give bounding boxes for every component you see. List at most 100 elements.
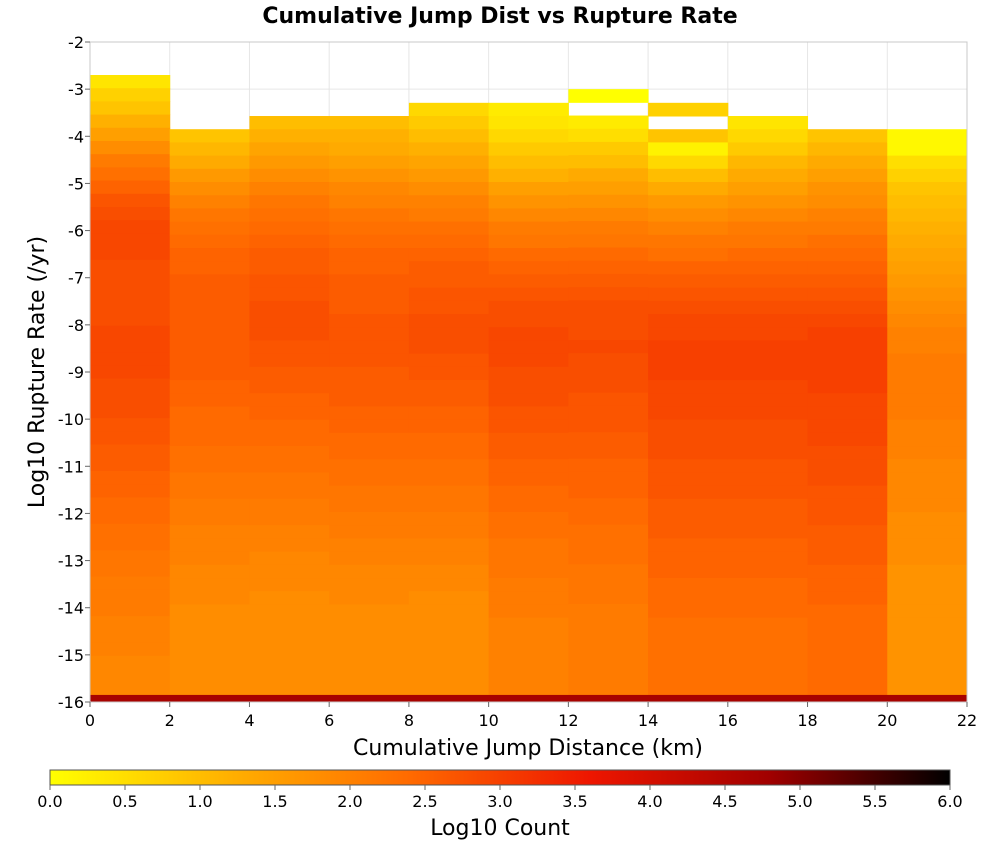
heatmap-cell-c8-r6 — [727, 195, 809, 209]
heatmap-cell-c2-r38 — [249, 617, 330, 696]
heatmap-cell-c5-r37 — [488, 591, 569, 605]
heatmap-cell-c8-r12 — [727, 274, 809, 289]
heatmap-cell-c10-r23 — [887, 432, 968, 447]
heatmap-cell-c1-r17 — [169, 353, 250, 368]
heatmap-cell-c2-r7 — [249, 208, 330, 223]
heatmap-cell-c0-r14 — [90, 259, 171, 274]
heatmap-cell-c10-r24 — [887, 446, 968, 460]
heatmap-cell-c7-r27 — [648, 459, 729, 473]
heatmap-cell-c2-r35 — [249, 578, 330, 592]
colorbar-tick-label-5: 2.5 — [412, 792, 437, 811]
heatmap-cell-c5-r31 — [488, 512, 569, 526]
y-tick-label-0: -2 — [68, 33, 84, 52]
heatmap-cell-c10-r31 — [887, 538, 968, 553]
heatmap-cell-c5-r20 — [488, 366, 569, 381]
heatmap-cell-c2-r36 — [249, 591, 330, 605]
heatmap-cell-c10-r5 — [887, 195, 968, 209]
heatmap-cell-c3-r35 — [329, 578, 410, 592]
heatmap-cell-c8-r25 — [727, 446, 809, 460]
heatmap-cell-c4-r4 — [408, 155, 490, 170]
heatmap-cell-c8-r37 — [727, 604, 809, 619]
heatmap-cell-c10-r26 — [887, 472, 968, 487]
heatmap-cell-c8-r0 — [727, 116, 809, 130]
heatmap-cell-c3-r29 — [329, 498, 410, 513]
heatmap-cell-c4-r7 — [408, 195, 490, 209]
heatmap-cell-c0-r12 — [90, 233, 171, 248]
heatmap-cell-c9-r10 — [807, 261, 888, 275]
heatmap-cell-c0-r10 — [90, 207, 171, 221]
heatmap-cell-c3-r17 — [329, 340, 410, 355]
heatmap-cell-c9-r28 — [807, 498, 888, 513]
heatmap-cell-c2-r12 — [249, 274, 330, 289]
heatmap-cell-c5-r32 — [488, 525, 569, 539]
heatmap-cell-c1-r23 — [169, 432, 250, 447]
heatmap-cell-c4-r0 — [408, 102, 490, 117]
heatmap-cell-c7-r8 — [648, 208, 729, 223]
heatmap-cell-c4-r30 — [408, 498, 490, 513]
heatmap-cell-c10-r20 — [887, 393, 968, 407]
heatmap-cell-c8-r5 — [727, 182, 809, 196]
heatmap-cell-c10-r6 — [887, 208, 968, 223]
heatmap-cell-c5-r10 — [488, 234, 569, 249]
colorbar-tick-label-4: 2.0 — [337, 792, 362, 811]
heatmap-cell-c6-r19 — [568, 339, 649, 354]
heatmap-cell-c2-r18 — [249, 353, 330, 368]
colorbar-tick-label-11: 5.5 — [862, 792, 887, 811]
heatmap-cell-c4-r26 — [408, 446, 490, 460]
heatmap-cell-c7-r17 — [648, 327, 729, 341]
heatmap-cell-c0-r3 — [90, 114, 171, 129]
heatmap-cell-c4-r2 — [408, 129, 490, 143]
heatmap-cell-c0-r15 — [90, 273, 171, 287]
heatmap-cell-c10-r8 — [887, 234, 968, 249]
heatmap-cell-c7-r7 — [648, 195, 729, 209]
heatmap-cell-c2-r30 — [249, 512, 330, 526]
heatmap-cell-c0-r35 — [90, 537, 171, 551]
heatmap-cell-c5-r7 — [488, 195, 569, 209]
heatmap-cell-c4-r12 — [408, 261, 490, 275]
heatmap-cell-c7-r9 — [648, 221, 729, 236]
y-tick-label-14: -16 — [58, 693, 84, 712]
heatmap-cell-c0-r29 — [90, 457, 171, 472]
heatmap-cell-c3-r5 — [329, 182, 410, 196]
heatmap-cell-c8-r28 — [727, 485, 809, 500]
heatmap-cell-c4-r27 — [408, 459, 490, 473]
heatmap-cell-c0-r13 — [90, 246, 171, 261]
heatmap-cell-c10-r25 — [887, 459, 968, 473]
heatmap-cell-c6-r23 — [568, 392, 649, 407]
heatmap-cell-c8-r4 — [727, 168, 809, 183]
heatmap-cell-c8-r20 — [727, 380, 809, 394]
heatmap-cell-c3-r23 — [329, 419, 410, 434]
heatmap-cell-c6-r31 — [568, 498, 649, 513]
heatmap-cell-c0-r18 — [90, 312, 171, 327]
heatmap-cell-c10-r29 — [887, 512, 968, 526]
heatmap-cell-c3-r0 — [329, 116, 410, 130]
heatmap-cell-c10-r19 — [887, 380, 968, 394]
heatmap-cell-c9-r27 — [807, 485, 888, 500]
heatmap-cell-c7-r21 — [648, 380, 729, 394]
heatmap-cell-c4-r1 — [408, 116, 490, 130]
heatmap-cell-c5-r26 — [488, 446, 569, 460]
heatmap-cell-c7-r15 — [648, 300, 729, 315]
heatmap-cell-c0-r20 — [90, 339, 171, 353]
heatmap-cell-c8-r14 — [727, 300, 809, 315]
heatmap-cell-c3-r34 — [329, 564, 410, 579]
heatmap-cell-c8-r31 — [727, 525, 809, 539]
heatmap-cell-c0-r39 — [90, 589, 171, 604]
heatmap-cell-c5-r33 — [488, 538, 569, 553]
heatmap-cell-c5-r24 — [488, 419, 569, 434]
heatmap-cell-c1-r0 — [169, 129, 250, 143]
heatmap-cell-c1-r37 — [169, 617, 250, 696]
heatmap-cell-c4-r14 — [408, 287, 490, 302]
y-tick-label-13: -15 — [58, 646, 84, 665]
heatmap-cell-c4-r36 — [408, 578, 490, 592]
heatmap-cell-c5-r18 — [488, 340, 569, 355]
heatmap-cell-c4-r32 — [408, 525, 490, 539]
heatmap-cell-c5-r19 — [488, 353, 569, 368]
x-tick-label-11: 22 — [957, 711, 977, 730]
colorbar-tick-label-9: 4.5 — [712, 792, 737, 811]
colorbar-tick-label-8: 4.0 — [637, 792, 662, 811]
heatmap-cell-c6-r34 — [568, 537, 649, 552]
heatmap-cell-c3-r8 — [329, 221, 410, 236]
heatmap-cell-c3-r20 — [329, 380, 410, 394]
heatmap-cell-c10-r12 — [887, 287, 968, 302]
